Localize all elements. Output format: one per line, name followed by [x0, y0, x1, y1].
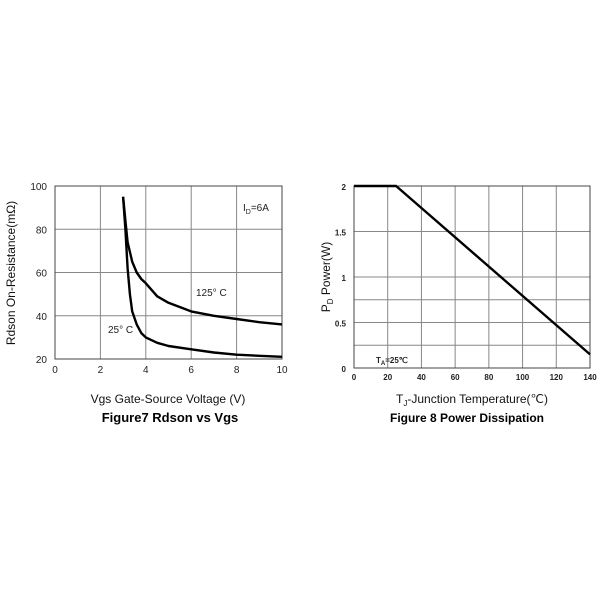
chart1-x-tick-label: 6	[188, 365, 194, 376]
chart1-series-line-25C	[121, 196, 283, 358]
chart1-y-tick-label: 60	[36, 269, 48, 280]
chart2-x-axis-label: TJ-Junction Temperature(℃)	[396, 392, 548, 408]
chart1-x-tick-label: 0	[52, 365, 58, 376]
chart2-y-tick-labels: 0 0.5 1 1.5 2	[335, 183, 347, 374]
chart1-x-tick-label: 4	[143, 365, 149, 376]
chart2-y-tick-label: 0	[342, 365, 347, 374]
chart1-x-tick-label: 2	[98, 365, 104, 376]
chart1-label-125c: 125° C	[196, 288, 227, 299]
chart2-y-tick-label: 2	[342, 183, 347, 192]
chart1-y-tick-label: 100	[30, 182, 47, 193]
chart2-y-tick-label: 1	[342, 274, 347, 283]
chart1-plot-frame	[54, 185, 283, 360]
chart2-x-tick-label: 0	[352, 373, 357, 382]
chart1-caption: Figure7 Rdson vs Vgs	[102, 410, 239, 425]
chart2-y-tick-label: 1.5	[335, 229, 347, 238]
chart1-y-axis-label: Rdson On-Resistance(mΩ)	[4, 201, 18, 345]
chart2-annotation-ta: TA=25℃	[376, 356, 408, 367]
chart1-x-tick-label: 8	[234, 365, 240, 376]
chart2-y-axis-label: PD Power(W)	[319, 242, 335, 312]
chart1-annotation-id: ID=6A	[243, 203, 269, 216]
chart1-x-tick-label: 10	[276, 365, 288, 376]
chart1-y-tick-label: 20	[36, 355, 48, 366]
chart1-gridlines	[55, 186, 282, 359]
chart2-x-tick-label: 80	[484, 373, 493, 382]
chart2-y-tick-label: 0.5	[335, 320, 347, 329]
chart2-x-tick-labels: 0 20 40 60 80 100 120 140	[352, 373, 597, 382]
chart1-y-tick-labels: 20 40 60 80 100	[30, 182, 47, 366]
chart1-y-tick-label: 40	[36, 312, 48, 323]
chart2-x-tick-label: 100	[516, 373, 530, 382]
chart1-series	[121, 196, 283, 358]
chart2-series-line-power	[354, 184, 591, 356]
chart2-caption: Figure 8 Power Dissipation	[390, 411, 544, 425]
chart1-x-tick-labels: 0 2 4 6 8 10	[52, 365, 288, 376]
chart2-x-tick-label: 40	[417, 373, 426, 382]
chart2-gridlines	[354, 186, 590, 368]
chart2-x-tick-label: 20	[383, 373, 392, 382]
rdson-vs-vgs-chart: 0 2 4 6 8 10 20 40 60 80 100 ID=6A 125° C 25° C V…	[4, 182, 288, 425]
chart1-series-line-125C	[121, 196, 283, 326]
chart2-x-tick-label: 120	[550, 373, 564, 382]
power-dissipation-chart: 0 20 40 60 80 100 120 140 0 0.5 1 1.5 2 TA=25℃ TJ-J…	[319, 183, 597, 425]
chart2-plot-frame	[353, 185, 591, 369]
chart1-x-axis-label: Vgs Gate-Source Voltage (V)	[91, 392, 246, 406]
chart2-x-tick-label: 60	[451, 373, 460, 382]
chart2-x-tick-label: 140	[583, 373, 597, 382]
chart1-label-25c: 25° C	[108, 325, 133, 336]
chart2-series	[354, 184, 591, 356]
chart1-y-tick-label: 80	[36, 225, 48, 236]
